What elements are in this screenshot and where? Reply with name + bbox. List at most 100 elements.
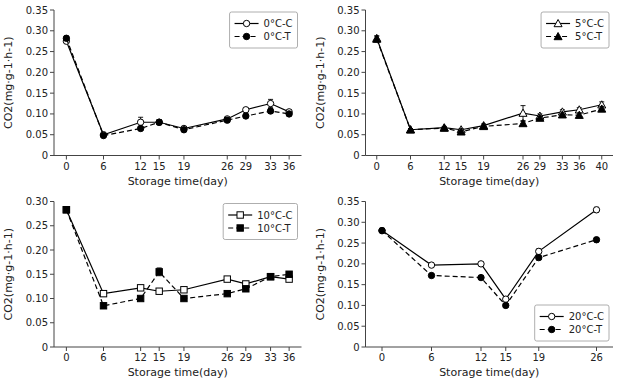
legend-marker [237,212,243,218]
point [593,207,599,213]
x-axis-label: Storage time(day) [439,366,539,379]
x-tick [183,347,184,351]
error-bar [268,274,273,279]
x-axis-line [54,347,302,348]
subplot: 00.050.100.150.200.250.30061215192629333… [2,196,302,379]
x-tick-label: 36 [573,161,586,172]
series [63,35,292,139]
y-axis-line [54,10,55,156]
point [100,132,106,138]
y-tick [362,284,366,285]
y-axis-label: CO2(mg·g-1·h-1) [314,36,327,129]
x-tick-label: 19 [477,161,490,172]
x-tick [270,347,271,351]
legend-item: 5°C-C [546,18,604,29]
y-tick-label: 0.05 [26,317,48,328]
point [181,127,187,133]
y-tick-label: 0.30 [337,217,359,228]
x-tick-label: 19 [532,352,545,363]
y-tick-label: 0.15 [337,88,359,99]
y-tick-label: 0.10 [337,108,359,119]
point [440,124,448,131]
y-tick [50,113,54,114]
x-tick-label: 29 [534,161,547,172]
x-tick-label: 40 [595,161,608,172]
point [503,302,509,308]
x-tick [376,156,377,160]
y-tick [50,155,54,156]
point [407,126,415,133]
x-tick-label: 15 [499,352,512,363]
x-tick-label: 0 [63,161,69,172]
y-tick-label: 0.20 [26,67,48,78]
x-tick [66,156,67,160]
x-tick-label: 0 [379,352,385,363]
error-bar [268,99,273,107]
legend-marker [243,33,249,39]
x-tick [431,347,432,351]
x-tick-label: 6 [407,161,413,172]
x-tick-label: 12 [134,161,147,172]
x-tick [461,156,462,160]
x-tick-label: 0 [374,161,380,172]
x-axis-label: Storage time(day) [128,366,228,379]
legend-marker [554,33,562,40]
legend-box [535,305,609,341]
point [503,296,509,302]
point [137,119,143,125]
x-tick-label: 33 [556,161,569,172]
y-tick-label: 0.30 [337,25,359,36]
y-tick-label: 0.05 [337,129,359,140]
x-tick-label: 29 [239,161,252,172]
series [379,207,600,303]
point [598,105,606,112]
x-tick-label: 19 [178,161,191,172]
point [373,35,381,42]
x-tick-label: 6 [428,352,434,363]
y-axis-label: CO2(mg·g-1·h-1) [2,36,15,129]
x-tick [227,156,228,160]
legend-label: 0°C-T [264,31,292,42]
x-tick-label: 33 [264,161,277,172]
legend-box [230,12,298,48]
series-line [382,210,597,299]
point [428,262,434,268]
legend: 20°C-C20°C-T [535,305,609,341]
y-tick [362,51,366,52]
legend-label: 5°C-T [575,31,603,42]
point [224,276,230,282]
x-tick [183,156,184,160]
y-tick-label: 0 [42,342,48,353]
point [480,122,488,129]
point [267,100,273,106]
point [519,109,527,116]
y-tick [362,347,366,348]
point [63,35,69,41]
y-tick-label: 0.25 [26,46,48,57]
series-line [377,39,602,132]
y-axis-line [365,10,366,156]
x-tick [601,156,602,160]
legend-label: 10°C-T [257,223,291,234]
legend-box [223,204,297,240]
legend-label: 10°C-C [257,210,292,221]
x-tick-label: 33 [264,352,277,363]
y-tick [362,30,366,31]
x-tick [481,347,482,351]
point [137,125,143,131]
legend-item: 20°C-T [540,324,603,335]
series-line [377,38,602,129]
figure: 00.050.100.150.200.250.300.3506121519262… [0,0,623,383]
point [480,122,488,129]
error-bar [64,207,69,212]
x-tick [382,347,383,351]
point [379,227,385,233]
point [224,290,230,296]
legend-item: 0°C-T [235,31,292,42]
y-tick-label: 0.15 [26,88,48,99]
point [519,119,527,126]
x-tick [539,156,540,160]
point [63,207,69,213]
x-tick [289,347,290,351]
y-tick [50,51,54,52]
